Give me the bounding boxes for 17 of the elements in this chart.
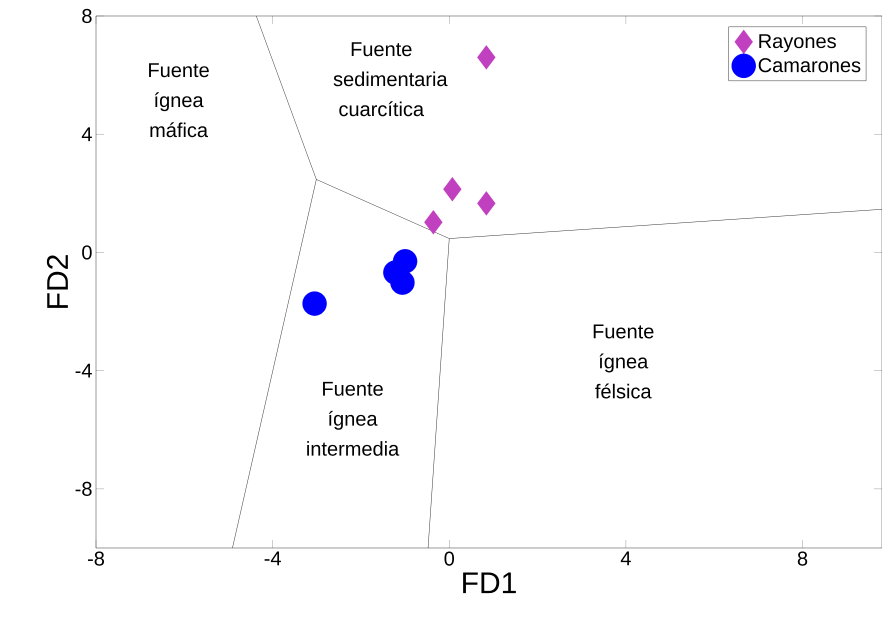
- x-tick-label: 0: [444, 552, 454, 566]
- legend-label: Rayones: [759, 34, 836, 52]
- x-tick-label: -4: [264, 552, 281, 566]
- y-tick-label: -4: [76, 364, 92, 378]
- y-tick-label: 4: [82, 127, 92, 142]
- annotation: Fuente sedimentaria cuarcítica: [334, 42, 448, 116]
- y-tick-label: 0: [82, 245, 92, 260]
- y-tick-label: -8: [76, 482, 92, 496]
- x-axis-title: FD1: [463, 572, 516, 594]
- y-axis-title: FD2: [46, 255, 68, 308]
- annotation: Fuente ígnea máfica: [149, 63, 209, 138]
- y-tick-label: 8: [82, 8, 92, 24]
- legend-label: Camarones: [758, 58, 860, 72]
- x-tick-label: 8: [798, 552, 808, 566]
- annotation: Fuente ígnea félsica: [594, 324, 654, 398]
- x-tick-label: 4: [620, 552, 631, 566]
- annotation: Fuente ígnea intermedia: [307, 382, 400, 456]
